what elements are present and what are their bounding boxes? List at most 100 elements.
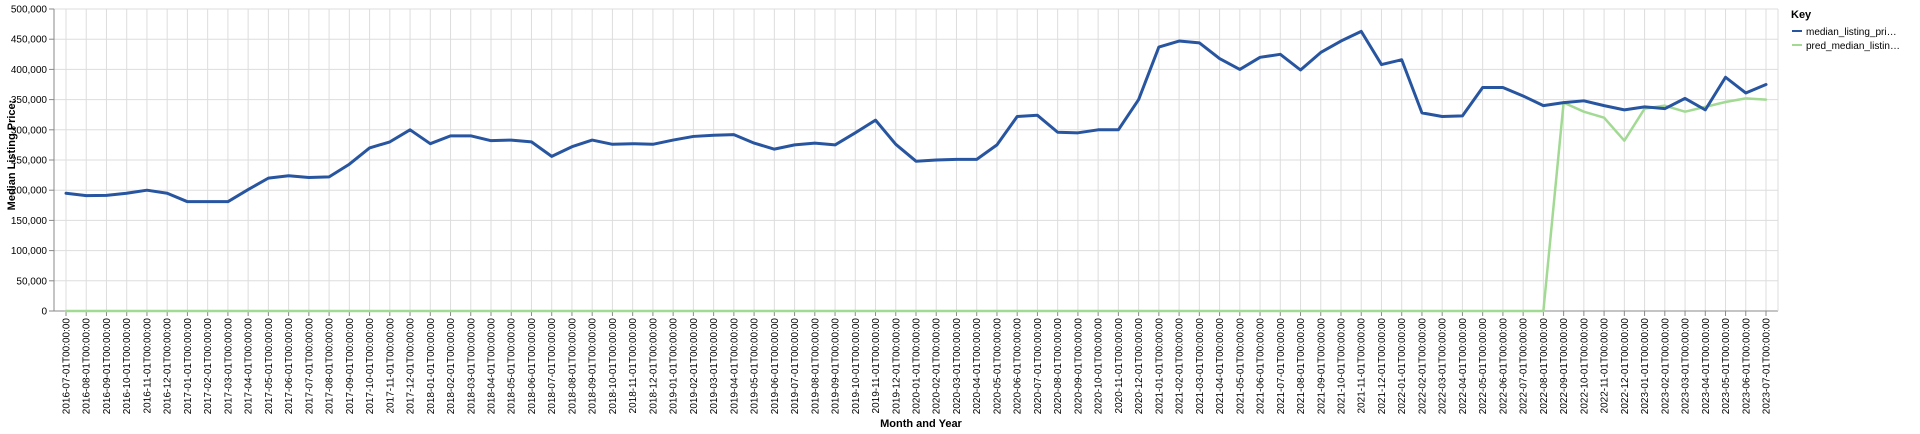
x-tick-label: 2017-05-01T00:00:00 [264, 318, 275, 415]
x-tick-label: 2023-05-01T00:00:00 [1721, 318, 1732, 415]
x-tick-label: 2016-11-01T00:00:00 [142, 318, 153, 414]
y-tick-label: 450,000 [11, 35, 48, 46]
x-tick-label: 2019-02-01T00:00:00 [689, 318, 700, 415]
x-tick-label: 2019-06-01T00:00:00 [770, 318, 781, 415]
x-tick-label: 2017-04-01T00:00:00 [244, 318, 255, 415]
x-tick-label: 2017-01-01T00:00:00 [183, 318, 194, 415]
x-tick-label: 2023-04-01T00:00:00 [1701, 318, 1712, 415]
x-tick-label: 2021-11-01T00:00:00 [1357, 318, 1368, 414]
x-tick-label: 2016-10-01T00:00:00 [122, 318, 133, 415]
x-tick-label: 2017-09-01T00:00:00 [345, 318, 356, 415]
x-tick-label: 2017-11-01T00:00:00 [385, 318, 396, 414]
x-tick-label: 2018-09-01T00:00:00 [588, 318, 599, 415]
y-tick-label: 500,000 [11, 5, 48, 16]
x-tick-label: 2021-12-01T00:00:00 [1377, 318, 1388, 415]
x-tick-label: 2019-10-01T00:00:00 [851, 318, 862, 415]
x-tick-label: 2017-10-01T00:00:00 [365, 318, 376, 415]
x-tick-label: 2020-04-01T00:00:00 [972, 318, 983, 415]
x-tick-label: 2022-07-01T00:00:00 [1519, 318, 1530, 415]
x-tick-label: 2021-07-01T00:00:00 [1276, 318, 1287, 415]
x-tick-label: 2020-12-01T00:00:00 [1134, 318, 1145, 415]
x-tick-label: 2017-07-01T00:00:00 [304, 318, 315, 415]
x-tick-label: 2022-04-01T00:00:00 [1458, 318, 1469, 415]
x-tick-label: 2022-11-01T00:00:00 [1600, 318, 1611, 414]
x-tick-label: 2021-09-01T00:00:00 [1316, 318, 1327, 415]
x-tick-label: 2023-03-01T00:00:00 [1681, 318, 1692, 415]
x-tick-label: 2016-08-01T00:00:00 [82, 318, 93, 415]
x-axis-title: Month and Year [880, 418, 962, 430]
x-tick-label: 2020-05-01T00:00:00 [992, 318, 1003, 415]
x-tick-label: 2022-12-01T00:00:00 [1620, 318, 1631, 415]
x-tick-label: 2019-01-01T00:00:00 [669, 318, 680, 415]
y-axis-title: Median Listing Price: [6, 100, 18, 211]
x-tick-label: 2022-08-01T00:00:00 [1539, 318, 1550, 415]
gridlines [53, 8, 1779, 312]
x-tick-label: 2020-07-01T00:00:00 [1033, 318, 1044, 415]
x-tick-label: 2022-01-01T00:00:00 [1397, 318, 1408, 415]
x-tick-label: 2018-07-01T00:00:00 [547, 318, 558, 415]
x-tick-label: 2020-08-01T00:00:00 [1053, 318, 1064, 415]
x-tick-label: 2018-12-01T00:00:00 [648, 318, 659, 415]
x-tick-label: 2021-08-01T00:00:00 [1296, 318, 1307, 415]
series-line-median-listing-price [64, 29, 1768, 204]
x-tick-label: 2018-08-01T00:00:00 [567, 318, 578, 415]
x-tick-label: 2019-07-01T00:00:00 [790, 318, 801, 415]
x-tick-label: 2016-12-01T00:00:00 [163, 318, 174, 415]
y-tick-label: 50,000 [16, 276, 47, 287]
x-tick-label: 2022-05-01T00:00:00 [1478, 318, 1489, 415]
x-tick-label: 2019-05-01T00:00:00 [750, 318, 761, 415]
legend-title: Key [1791, 9, 1812, 21]
x-tick-label: 2021-03-01T00:00:00 [1195, 318, 1206, 415]
legend-label-median: median_listing_pri… [1806, 27, 1897, 38]
x-tick-label: 2022-09-01T00:00:00 [1559, 318, 1570, 415]
x-tick-label: 2018-06-01T00:00:00 [527, 318, 538, 415]
x-tick-label: 2019-12-01T00:00:00 [891, 318, 902, 415]
y-tick-label: 300,000 [11, 125, 48, 136]
x-tick-label: 2022-03-01T00:00:00 [1438, 318, 1449, 415]
x-tick-label: 2019-04-01T00:00:00 [729, 318, 740, 415]
x-tick-label: 2022-06-01T00:00:00 [1498, 318, 1509, 415]
x-tick-label: 2022-02-01T00:00:00 [1417, 318, 1428, 415]
x-tick-label: 2019-08-01T00:00:00 [810, 318, 821, 415]
x-tick-label: 2021-02-01T00:00:00 [1175, 318, 1186, 415]
y-tick-label: 200,000 [11, 186, 48, 197]
y-tick-label: 350,000 [11, 95, 48, 106]
x-tick-label: 2017-02-01T00:00:00 [203, 318, 214, 415]
x-tick-label: 2023-01-01T00:00:00 [1640, 318, 1651, 415]
x-tick-label: 2021-05-01T00:00:00 [1235, 318, 1246, 415]
x-tick-label: 2020-11-01T00:00:00 [1114, 318, 1125, 414]
y-tick-label: 400,000 [11, 65, 48, 76]
y-tick-label: 0 [41, 307, 47, 318]
x-tick-label: 2017-12-01T00:00:00 [406, 318, 417, 415]
x-tick-label: 2023-07-01T00:00:00 [1762, 318, 1773, 415]
x-tick-label: 2021-04-01T00:00:00 [1215, 318, 1226, 415]
legend-label-pred: pred_median_listin… [1806, 41, 1900, 52]
x-tick-label: 2018-04-01T00:00:00 [487, 318, 498, 415]
x-tick-label: 2019-11-01T00:00:00 [871, 318, 882, 414]
x-tick-label: 2023-06-01T00:00:00 [1741, 318, 1752, 415]
y-axis: 0 50,000 100,000 150,000 200,000 250,000 300,0… [11, 5, 54, 318]
x-tick-label: 2020-09-01T00:00:00 [1073, 318, 1084, 415]
x-tick-label: 2018-01-01T00:00:00 [426, 318, 437, 415]
x-tick-label: 2021-01-01T00:00:00 [1154, 318, 1165, 415]
x-tick-label: 2018-10-01T00:00:00 [608, 318, 619, 415]
series-layer [64, 29, 1768, 313]
x-tick-label: 2021-10-01T00:00:00 [1337, 318, 1348, 415]
x-tick-label: 2022-10-01T00:00:00 [1579, 318, 1590, 415]
x-tick-label: 2017-03-01T00:00:00 [223, 318, 234, 415]
y-tick-label: 150,000 [11, 216, 48, 227]
x-tick-label: 2016-09-01T00:00:00 [102, 318, 113, 415]
legend: Key median_listing_pri… pred_median_list… [1791, 9, 1900, 52]
series-line-pred-median-listing-price [64, 97, 1768, 313]
x-tick-label: 2020-03-01T00:00:00 [952, 318, 963, 415]
x-tick-label: 2019-09-01T00:00:00 [831, 318, 842, 415]
y-tick-label: 100,000 [11, 246, 48, 257]
x-tick-label: 2021-06-01T00:00:00 [1256, 318, 1267, 415]
x-tick-label: 2017-08-01T00:00:00 [325, 318, 336, 415]
x-tick-label: 2023-02-01T00:00:00 [1660, 318, 1671, 415]
x-tick-label: 2020-01-01T00:00:00 [912, 318, 923, 415]
x-tick-label: 2020-02-01T00:00:00 [932, 318, 943, 415]
x-tick-label: 2018-11-01T00:00:00 [628, 318, 639, 414]
x-tick-label: 2018-02-01T00:00:00 [446, 318, 457, 415]
